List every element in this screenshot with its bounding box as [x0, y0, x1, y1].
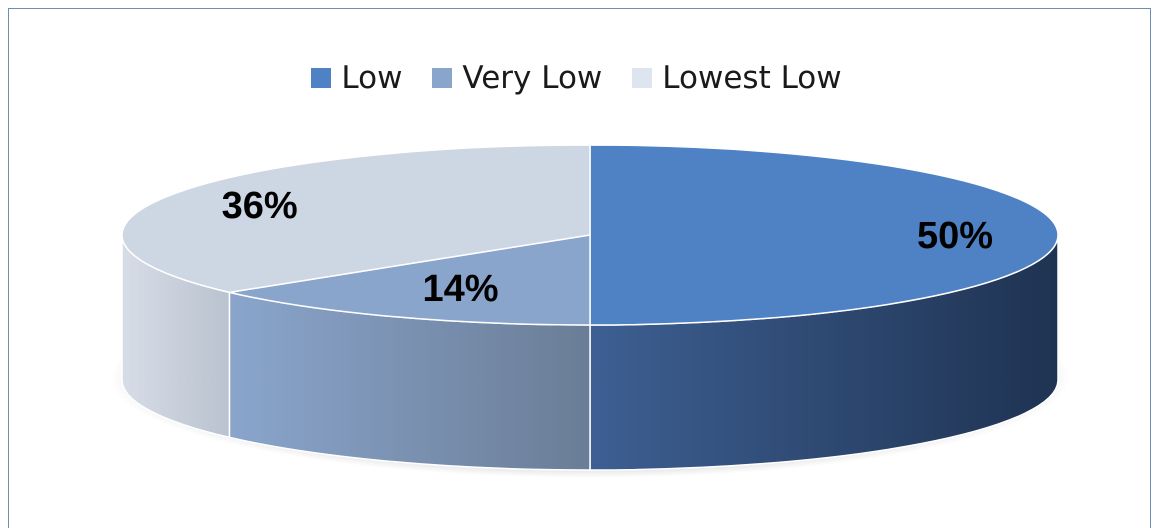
legend-swatch-low: [311, 68, 332, 88]
legend-swatch-very-low: [432, 68, 453, 88]
legend-item-low: Low: [311, 60, 402, 96]
legend-swatch-lowest-low: [632, 68, 653, 88]
pie-label-very-low: 14%: [422, 268, 498, 310]
legend-item-very-low: Very Low: [432, 60, 602, 96]
legend-label-low: Low: [341, 60, 403, 96]
legend-label-very-low: Very Low: [462, 60, 603, 96]
pie-slice-low: [589, 144, 1059, 326]
pie-slice-lowest-low: [121, 144, 591, 294]
legend: Low Very Low Lowest Low: [0, 56, 1153, 100]
pie-slice-very-low: [229, 234, 591, 326]
legend-label-lowest-low: Lowest Low: [662, 60, 842, 96]
pie-labels: 50% 14% 36%: [222, 185, 993, 310]
pie-label-lowest-low: 36%: [222, 185, 298, 227]
legend-item-lowest-low: Lowest Low: [632, 60, 842, 96]
pie-label-low: 50%: [917, 215, 993, 257]
pie-tops: [121, 144, 1059, 326]
